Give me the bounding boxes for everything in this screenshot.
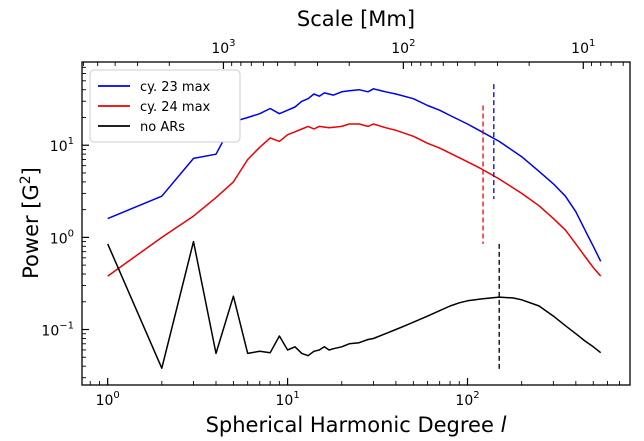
legend-box	[89, 69, 241, 143]
y-tick-label-0: 10−1	[41, 321, 74, 340]
x-tick-label-2-exp: 2	[473, 390, 479, 401]
top-tick-label-2: 101	[571, 38, 595, 57]
y-axis-title: Power [G2]	[18, 167, 43, 279]
top-tick-label-0-exp: 3	[229, 38, 235, 49]
y-tick-label-1-exp: 0	[68, 228, 74, 239]
marker-layer	[482, 84, 500, 372]
x-tick-label-1: 101	[275, 390, 299, 409]
x-tick-label-1-base: 10	[275, 393, 293, 409]
series-line-no-ars	[107, 240, 602, 369]
x-tick-label-2: 102	[455, 390, 479, 409]
x-tick-label-0: 100	[96, 390, 120, 409]
y-tick-label-1: 100	[50, 228, 74, 247]
y-tick-label-2: 101	[50, 136, 74, 155]
series-line-cy-24-max	[107, 123, 602, 277]
y-axis-title-text: Power [G	[19, 184, 43, 279]
y-axis-title-sup: 2	[18, 175, 34, 184]
y-tick-label-2-exp: 1	[68, 136, 74, 147]
top-tick-label-0: 103	[211, 38, 235, 57]
x-axis-title: Spherical Harmonic Degree l	[206, 413, 507, 437]
top-tick-label-1: 102	[391, 38, 415, 57]
legend-label-cy24: cy. 24 max	[140, 100, 211, 115]
top-tick-label-1-exp: 2	[409, 38, 415, 49]
plot-frame	[81, 61, 631, 386]
y-tick-label-2-base: 10	[50, 139, 68, 155]
legend-label-noars: no ARs	[140, 120, 185, 135]
x-tick-label-1-exp: 1	[293, 390, 299, 401]
legend-label-cy23: cy. 23 max	[140, 80, 211, 95]
series-layer	[107, 88, 602, 369]
x-tick-label-0-exp: 0	[113, 390, 119, 401]
y-tick-label-0-exp: −1	[59, 321, 74, 332]
x-tick-label-0-base: 10	[96, 393, 114, 409]
x-axis-title-text: Spherical Harmonic Degree	[206, 413, 494, 437]
y-tick-label-1-base: 10	[50, 231, 68, 247]
top-tick-label-2-exp: 1	[589, 38, 595, 49]
series-line-cy-23-max	[107, 88, 602, 262]
y-tick-label-0-base: 10	[41, 324, 59, 340]
y-axis-title-close: ]	[19, 167, 43, 175]
legend: cy. 23 max cy. 24 max no ARs	[89, 69, 241, 143]
top-tick-label-1-base: 10	[391, 41, 409, 57]
x-axis-title-symbol: l	[501, 413, 507, 437]
top-axis-title: Scale [Mm]	[297, 7, 415, 31]
x-tick-label-2-base: 10	[455, 393, 473, 409]
top-tick-label-2-base: 10	[571, 41, 589, 57]
top-tick-label-0-base: 10	[211, 41, 229, 57]
